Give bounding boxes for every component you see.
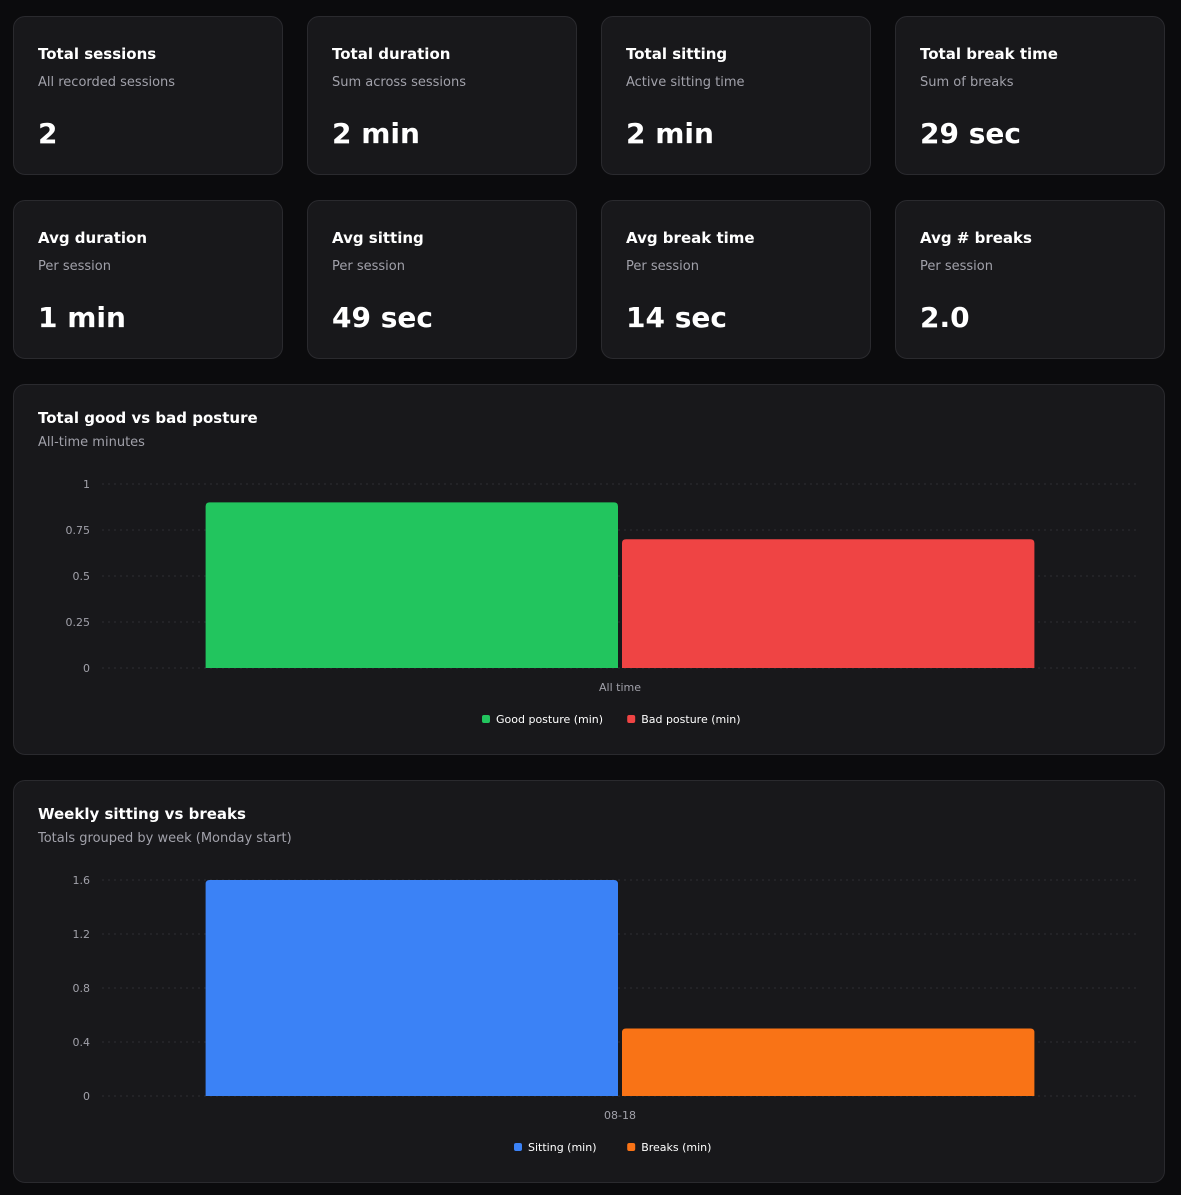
stat-value: 49 sec <box>332 301 433 334</box>
stat-title: Total sitting <box>626 45 728 63</box>
stat-subtitle: Sum of breaks <box>920 75 1014 90</box>
stat-value: 29 sec <box>920 117 1021 150</box>
stat-card-total-sitting: Total sitting Active sitting time 2 min <box>601 16 871 175</box>
stat-card-avg-breaks: Avg # breaks Per session 2.0 <box>895 200 1165 359</box>
stat-subtitle: Per session <box>332 259 405 274</box>
stat-card-total-sessions: Total sessions All recorded sessions 2 <box>13 16 283 175</box>
chart-title: Total good vs bad posture <box>38 409 258 427</box>
y-tick-label: 0.4 <box>73 1036 91 1049</box>
bar-good-posture-min[interactable] <box>205 502 618 668</box>
stat-value: 14 sec <box>626 301 727 334</box>
stat-title: Total duration <box>332 45 451 63</box>
stat-card-total-break-time: Total break time Sum of breaks 29 sec <box>895 16 1165 175</box>
stat-subtitle: Active sitting time <box>626 75 745 90</box>
stat-subtitle: Per session <box>38 259 111 274</box>
stat-title: Avg duration <box>38 229 148 247</box>
bar-bad-posture-min[interactable] <box>622 539 1035 668</box>
legend-label[interactable]: Bad posture (min) <box>641 713 740 726</box>
y-tick-label: 1 <box>83 478 90 491</box>
stat-card-total-duration: Total duration Sum across sessions 2 min <box>307 16 577 175</box>
stat-subtitle: Per session <box>626 259 699 274</box>
stat-title: Avg sitting <box>332 229 424 247</box>
stat-title: Avg break time <box>626 229 755 247</box>
stat-value: 2 min <box>332 117 420 150</box>
legend-swatch <box>482 715 490 723</box>
y-tick-label: 1.6 <box>73 874 91 887</box>
bar-breaks-min[interactable] <box>622 1028 1035 1097</box>
stat-subtitle: Sum across sessions <box>332 75 466 90</box>
y-tick-label: 0.75 <box>66 524 91 537</box>
stat-subtitle: All recorded sessions <box>38 75 176 90</box>
stat-value: 2 min <box>626 117 714 150</box>
chart-subtitle: Totals grouped by week (Monday start) <box>38 831 292 846</box>
stat-title: Total sessions <box>38 45 157 63</box>
stat-value: 1 min <box>38 301 126 334</box>
stat-card-avg-break-time: Avg break time Per session 14 sec <box>601 200 871 359</box>
y-tick-label: 0.8 <box>73 982 91 995</box>
y-tick-label: 0.5 <box>73 570 91 583</box>
y-tick-label: 1.2 <box>73 928 91 941</box>
y-tick-label: 0 <box>83 1090 90 1103</box>
y-tick-label: 0 <box>83 662 90 675</box>
stat-value: 2.0 <box>920 301 970 334</box>
chart-title: Weekly sitting vs breaks <box>38 805 246 823</box>
x-tick-label: All time <box>599 681 641 694</box>
stat-value: 2 <box>38 117 58 150</box>
stat-card-avg-sitting: Avg sitting Per session 49 sec <box>307 200 577 359</box>
legend-label[interactable]: Breaks (min) <box>641 1141 711 1154</box>
legend-swatch <box>627 1143 636 1151</box>
weekly-chart-card: Weekly sitting vs breaks Totals grouped … <box>13 780 1165 1183</box>
bar-sitting-min[interactable] <box>205 880 618 1096</box>
stat-subtitle: Per session <box>920 259 993 274</box>
posture-bar-chart: 0 0.25 0.5 0.75 1 All time Good posture (min) B… <box>66 478 1138 726</box>
x-tick-label: 08-18 <box>604 1109 636 1122</box>
stat-title: Total break time <box>920 45 1058 63</box>
y-tick-label: 0.25 <box>66 616 91 629</box>
stat-title: Avg # breaks <box>920 229 1032 247</box>
legend-swatch <box>514 1143 522 1151</box>
legend-label[interactable]: Good posture (min) <box>496 713 603 726</box>
chart-subtitle: All-time minutes <box>38 435 145 450</box>
weekly-bar-chart: 0 0.4 0.8 1.2 1.6 08-18 Sitting (min) Breaks (m… <box>73 874 1138 1154</box>
legend-swatch <box>627 715 636 723</box>
posture-chart-card: Total good vs bad posture All-time minut… <box>13 384 1165 755</box>
legend-label[interactable]: Sitting (min) <box>528 1141 597 1154</box>
stat-card-avg-duration: Avg duration Per session 1 min <box>13 200 283 359</box>
